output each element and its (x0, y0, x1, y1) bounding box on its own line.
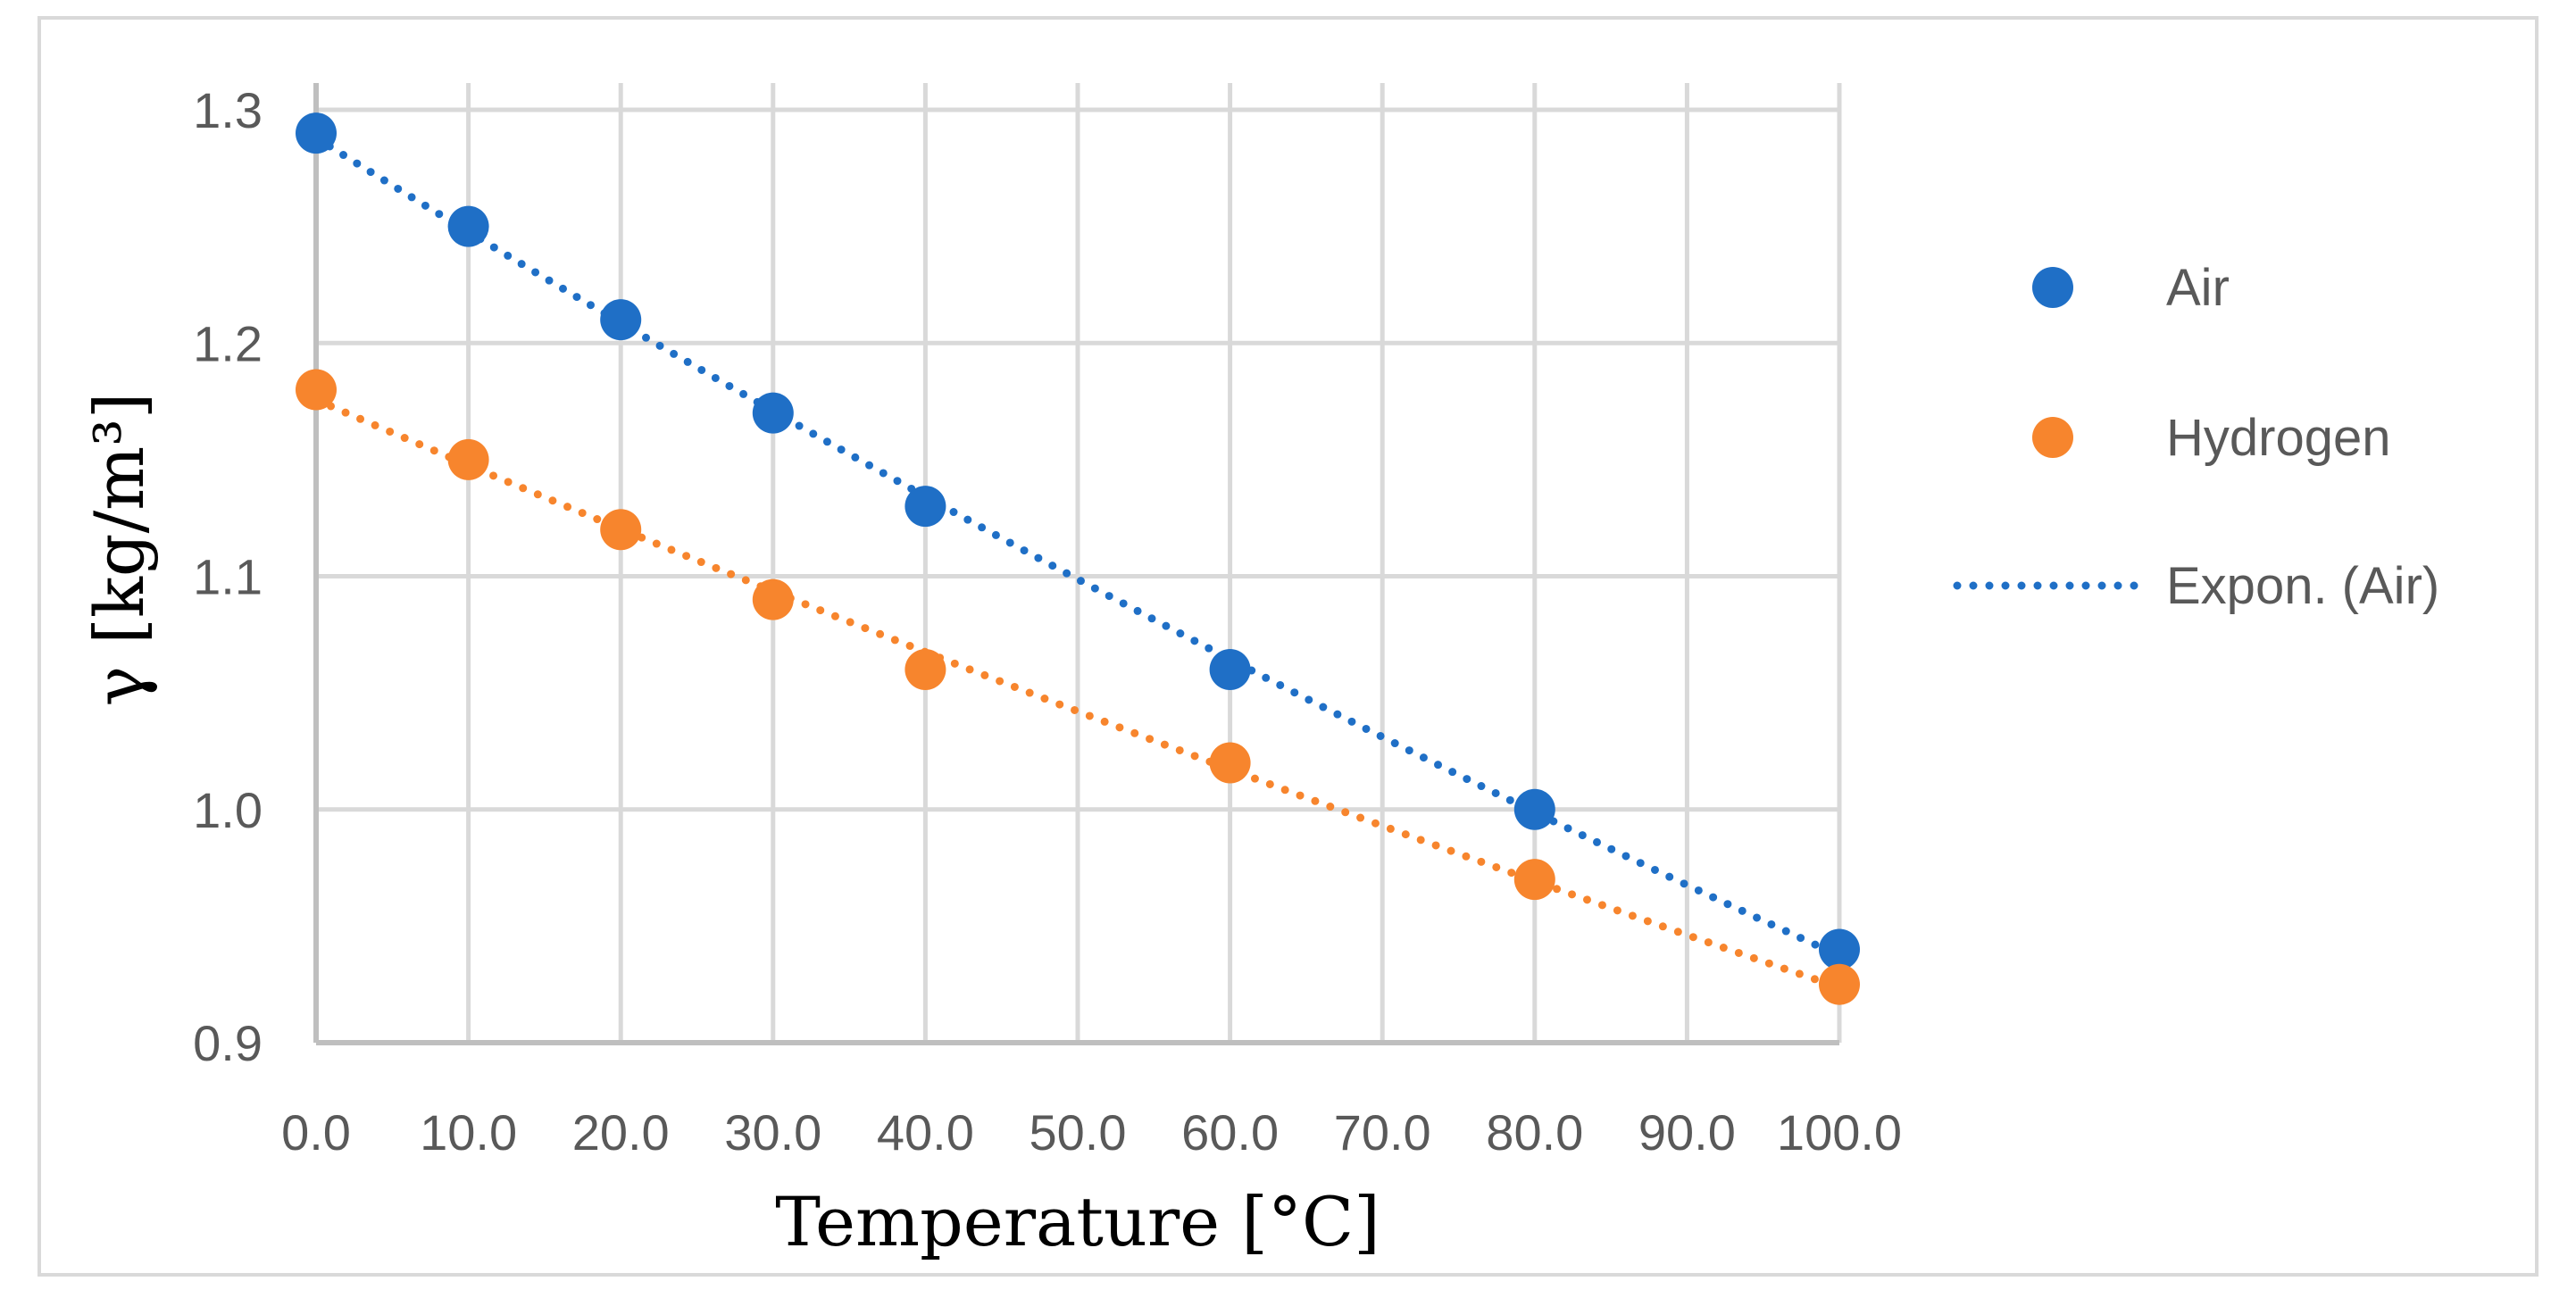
trendline-air (312, 134, 1844, 960)
point-air (296, 112, 337, 154)
point-hydrogen (447, 438, 489, 480)
point-air (447, 205, 489, 247)
y-tick-label: 1.0 (193, 782, 263, 838)
y-tick-label: 1.2 (193, 315, 263, 371)
x-tick-label: 10.0 (420, 1104, 517, 1161)
x-tick-label: 40.0 (877, 1104, 974, 1161)
x-axis-title: Temperature [°C] (775, 1182, 1380, 1261)
point-hydrogen (1819, 963, 1860, 1005)
legend-marker-air (2032, 267, 2073, 308)
trendline-hydrogen (312, 395, 1844, 992)
point-air (1513, 788, 1555, 830)
axis-titles: Temperature [°C] γ [kg/m³] (79, 393, 1380, 1261)
point-hydrogen (600, 509, 642, 551)
legend-label: Air (2166, 259, 2230, 317)
x-tick-label: 0.0 (281, 1104, 351, 1161)
point-hydrogen (752, 578, 794, 620)
trendlines (312, 134, 1844, 992)
x-tick-label: 80.0 (1486, 1104, 1583, 1161)
gridlines (313, 83, 1842, 1045)
point-hydrogen (296, 369, 337, 411)
point-hydrogen (1209, 742, 1251, 784)
legend-marker-hydrogen (2032, 417, 2073, 458)
y-axis-title: γ [kg/m³] (79, 393, 159, 707)
point-hydrogen (1513, 859, 1555, 901)
y-tick-label: 1.3 (193, 82, 263, 138)
x-tick-label: 50.0 (1030, 1104, 1127, 1161)
x-tick-label: 30.0 (724, 1104, 821, 1161)
legend-label: Expon. (Air) (2166, 557, 2439, 615)
y-tick-label: 0.9 (193, 1015, 263, 1071)
point-air (1209, 649, 1251, 690)
point-air (905, 486, 946, 528)
point-air (1819, 928, 1860, 970)
point-air (752, 392, 794, 434)
x-tick-label: 60.0 (1181, 1104, 1279, 1161)
data-points (296, 112, 1860, 1005)
point-air (600, 299, 642, 341)
tick-labels: 0.0 10.0 20.0 30.0 40.0 50.0 60.0 70.0 80.0 90.0 1… (193, 82, 1902, 1161)
x-tick-label: 70.0 (1334, 1104, 1431, 1161)
x-tick-label: 20.0 (572, 1104, 670, 1161)
x-tick-label: 100.0 (1777, 1104, 1902, 1161)
legend: Air Hydrogen Expon. (Air) (1953, 259, 2439, 615)
point-hydrogen (905, 649, 946, 690)
x-tick-label: 90.0 (1638, 1104, 1736, 1161)
legend-label: Hydrogen (2166, 409, 2390, 467)
y-tick-label: 1.1 (193, 549, 263, 605)
